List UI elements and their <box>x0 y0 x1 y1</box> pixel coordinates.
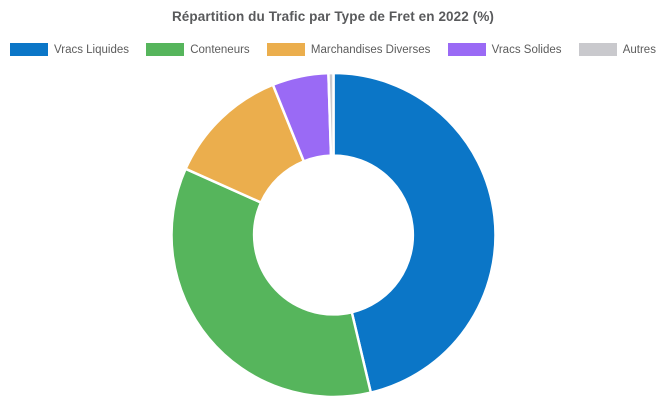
pie-slice-conteneurs <box>170 167 373 399</box>
legend-item-vracs-solides: Vracs Solides <box>447 43 562 56</box>
legend-item-marchandises-diverses: Marchandises Diverses <box>266 43 431 56</box>
pie-slice-vracs-liquides <box>332 71 497 394</box>
chart-title: Répartition du Trafic par Type de Fret e… <box>171 9 495 24</box>
legend-item-vracs-liquides: Vracs Liquides <box>10 43 129 56</box>
legend: Vracs Liquides Conteneurs Marchandises Div… <box>10 43 656 56</box>
legend-label-autres: Autres <box>622 43 656 56</box>
legend-item-autres: Autres <box>578 43 656 56</box>
legend-swatch-conteneurs <box>146 43 185 56</box>
legend-swatch-autres <box>578 43 617 56</box>
legend-swatch-marchandises-diverses <box>266 43 305 56</box>
pie-slice-autres <box>327 71 335 157</box>
legend-swatch-vracs-solides <box>447 43 486 56</box>
legend-swatch-vracs-liquides <box>10 43 48 56</box>
legend-label-vracs-liquides: Vracs Liquides <box>54 43 130 56</box>
legend-label-conteneurs: Conteneurs <box>190 43 250 56</box>
legend-item-conteneurs: Conteneurs <box>146 43 250 56</box>
legend-label-marchandises-diverses: Marchandises Diverses <box>310 43 431 56</box>
legend-label-vracs-solides: Vracs Solides <box>491 43 562 56</box>
